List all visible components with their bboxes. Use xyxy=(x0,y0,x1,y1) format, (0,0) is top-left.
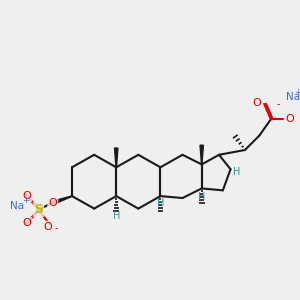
Text: H: H xyxy=(157,198,164,208)
Text: O: O xyxy=(22,191,31,201)
Text: S: S xyxy=(34,203,43,216)
Text: O: O xyxy=(22,218,31,228)
Text: +: + xyxy=(22,196,29,206)
Polygon shape xyxy=(52,196,72,204)
Text: O: O xyxy=(285,114,294,124)
Text: O: O xyxy=(253,98,261,108)
Text: +: + xyxy=(294,88,300,97)
Text: -: - xyxy=(277,99,280,109)
Polygon shape xyxy=(200,145,203,164)
Text: H: H xyxy=(233,167,241,177)
Text: H: H xyxy=(112,212,120,221)
Text: Na: Na xyxy=(286,92,300,102)
Text: H: H xyxy=(198,192,206,202)
Polygon shape xyxy=(115,148,118,167)
Text: Na: Na xyxy=(10,201,24,211)
Text: O: O xyxy=(43,222,52,232)
Text: -: - xyxy=(55,223,58,233)
Text: O: O xyxy=(49,198,57,208)
